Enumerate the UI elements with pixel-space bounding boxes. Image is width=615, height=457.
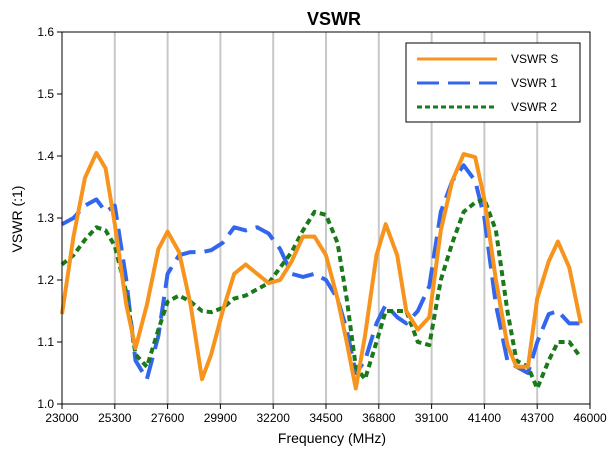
y-tick-label: 1.3 — [37, 211, 54, 225]
x-tick-label: 29900 — [204, 411, 238, 425]
legend: VSWR S VSWR 1 VSWR 2 — [405, 42, 581, 123]
x-tick-label: 32200 — [257, 411, 291, 425]
y-tick-label: 1.4 — [37, 149, 54, 163]
x-tick-label: 43700 — [521, 411, 555, 425]
x-tick-label: 46000 — [573, 411, 607, 425]
legend-label: VSWR 2 — [511, 100, 557, 114]
x-axis-ticks: 23000 25300 27600 29900 32200 34500 36800 39100… — [45, 404, 607, 425]
series-line-vswr-s — [60, 150, 583, 391]
x-tick-label: 41400 — [468, 411, 502, 425]
x-axis-title: Frequency (MHz) — [278, 430, 386, 446]
y-tick-label: 1.5 — [37, 87, 54, 101]
y-tick-label: 1.1 — [37, 335, 54, 349]
y-tick-label: 1.0 — [37, 397, 54, 411]
series-line-vswr-1 — [61, 163, 581, 382]
y-tick-label: 1.2 — [37, 273, 54, 287]
y-axis-title: VSWR (:1) — [9, 186, 25, 253]
x-tick-label: 25300 — [98, 411, 132, 425]
x-tick-label: 36800 — [362, 411, 396, 425]
x-tick-label: 34500 — [309, 411, 343, 425]
legend-label: VSWR S — [511, 52, 558, 66]
series-lines — [60, 150, 583, 391]
y-tick-label: 1.6 — [37, 25, 54, 39]
chart-title: VSWR — [307, 9, 361, 29]
x-tick-label: 27600 — [151, 411, 185, 425]
x-tick-label: 23000 — [45, 411, 79, 425]
legend-label: VSWR 1 — [511, 76, 557, 90]
y-axis-ticks: 1.0 1.1 1.2 1.3 1.4 1.5 1.6 — [37, 25, 62, 411]
x-tick-label: 39100 — [415, 411, 449, 425]
